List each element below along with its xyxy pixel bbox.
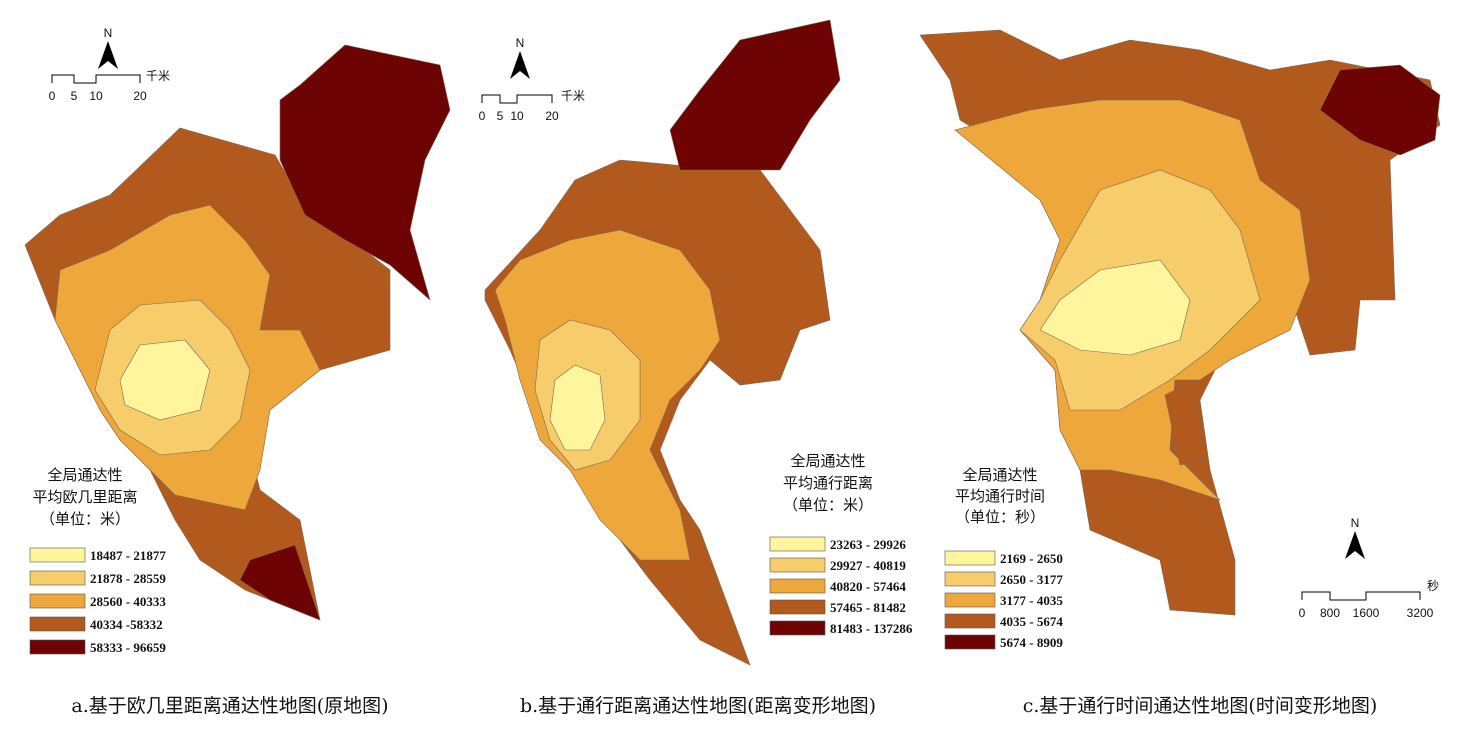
legend-label: 40820 - 57464 <box>830 579 906 594</box>
region <box>669 19 841 171</box>
legend-title: （单位：米） <box>40 510 130 528</box>
legend-swatch <box>769 536 826 552</box>
legend-swatch <box>769 620 826 636</box>
caption: b.基于通行距离通达性地图(距离变形地图) <box>520 695 876 717</box>
north-label: N <box>516 36 525 50</box>
scale-label: 20 <box>133 89 147 103</box>
legend-swatch <box>944 550 996 566</box>
legend-label: 2169 - 2650 <box>1000 551 1063 566</box>
legend-swatch <box>29 616 86 632</box>
region <box>1319 64 1441 156</box>
scale-unit: 千米 <box>561 89 585 103</box>
north-arrow <box>510 51 530 79</box>
region <box>1039 259 1191 356</box>
legend-swatch <box>769 557 826 573</box>
north-arrow <box>1345 531 1365 559</box>
legend-label: 3177 - 4035 <box>1000 593 1063 608</box>
legend-label: 5674 - 8909 <box>1000 635 1063 650</box>
map-c <box>919 29 1441 616</box>
legend-title: （单位：米） <box>783 496 873 514</box>
scale-label: 0 <box>1299 606 1306 620</box>
north-label: N <box>1351 516 1360 530</box>
scale-label: 0 <box>49 89 56 103</box>
scale-bar <box>51 74 141 84</box>
region <box>549 364 606 451</box>
map-b <box>484 19 841 666</box>
region <box>239 544 321 621</box>
legend-label: 58333 - 96659 <box>90 640 166 655</box>
legend-title: 平均通行时间 <box>955 487 1045 505</box>
scale-label: 20 <box>545 109 559 123</box>
legend-title: 平均通行距离 <box>783 474 873 492</box>
scale-label: 1600 <box>1353 606 1380 620</box>
legend-title: 全局通达性 <box>962 466 1037 484</box>
legend-label: 18487 - 21877 <box>90 548 166 563</box>
legend-swatch <box>944 634 996 650</box>
map-a <box>24 44 451 621</box>
scale-bar <box>1301 591 1421 601</box>
legend-swatch <box>944 571 996 587</box>
north-label: N <box>104 26 113 40</box>
legend-label: 4035 - 5674 <box>1000 614 1063 629</box>
scale-label: 3200 <box>1407 606 1434 620</box>
north-arrow <box>98 41 118 69</box>
region <box>279 44 451 301</box>
legend-swatch <box>29 639 86 655</box>
legend-swatch <box>29 593 86 609</box>
caption: a.基于欧几里距离通达性地图(原地图) <box>71 695 388 717</box>
scale-bar <box>481 94 553 104</box>
scale-unit: 千米 <box>146 69 170 83</box>
caption: c.基于通行时间通达性地图(时间变形地图) <box>1023 695 1378 717</box>
scale-unit: 秒 <box>1427 579 1439 593</box>
legend-title: 全局通达性 <box>790 452 865 470</box>
region <box>1164 379 1206 466</box>
legend-swatch <box>29 547 86 563</box>
legend-title: 全局通达性 <box>47 466 122 484</box>
legend-title: 平均欧几里距离 <box>32 488 137 506</box>
legend-label: 21878 - 28559 <box>90 571 166 586</box>
legend-label: 40334 -58332 <box>90 617 163 632</box>
legend-swatch <box>944 592 996 608</box>
region <box>119 339 211 421</box>
scale-label: 0 <box>479 109 486 123</box>
legend-title: （单位：秒） <box>955 508 1045 526</box>
scale-label: 10 <box>89 89 103 103</box>
legend-label: 23263 - 29926 <box>830 537 906 552</box>
legend-swatch <box>944 613 996 629</box>
scale-label: 5 <box>71 89 78 103</box>
legend-swatch <box>29 570 86 586</box>
legend-label: 81483 - 137286 <box>830 621 913 636</box>
legend-label: 57465 - 81482 <box>830 600 906 615</box>
legend-swatch <box>769 599 826 615</box>
legend-label: 2650 - 3177 <box>1000 572 1063 587</box>
scale-label: 10 <box>510 109 524 123</box>
legend-label: 28560 - 40333 <box>90 594 166 609</box>
scale-label: 5 <box>497 109 504 123</box>
legend-label: 29927 - 40819 <box>830 558 906 573</box>
legend-swatch <box>769 578 826 594</box>
scale-label: 800 <box>1320 606 1340 620</box>
